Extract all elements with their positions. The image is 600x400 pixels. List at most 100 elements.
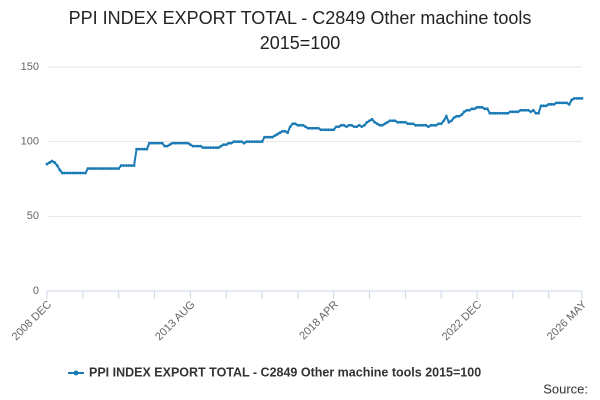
point <box>339 123 343 127</box>
point <box>176 141 179 145</box>
point <box>173 141 177 145</box>
point <box>514 110 517 114</box>
point <box>460 113 464 117</box>
point <box>475 105 479 109</box>
point <box>383 122 387 126</box>
point <box>409 122 412 126</box>
point <box>63 171 67 175</box>
y-tick-label: 100 <box>21 136 39 148</box>
point <box>324 128 328 132</box>
point <box>319 128 323 132</box>
point <box>444 114 448 118</box>
point <box>71 171 74 175</box>
point <box>286 131 290 135</box>
point <box>76 171 80 175</box>
point <box>470 107 474 111</box>
point <box>363 123 366 127</box>
point <box>411 122 415 126</box>
point <box>119 164 123 167</box>
point <box>132 164 136 167</box>
point <box>94 167 98 170</box>
source: Source: <box>543 381 588 396</box>
point <box>562 101 566 105</box>
point <box>491 111 494 115</box>
point <box>263 135 266 139</box>
point <box>50 159 54 163</box>
point <box>311 126 315 130</box>
point <box>488 111 492 115</box>
point <box>478 105 482 109</box>
point <box>299 123 302 127</box>
point <box>183 141 187 145</box>
point <box>196 144 200 148</box>
point <box>506 111 510 115</box>
point <box>153 141 156 145</box>
point <box>165 144 169 148</box>
x-tick-label: 2018 APR <box>297 299 341 343</box>
y-tick-label: 50 <box>27 210 39 222</box>
point <box>237 140 241 144</box>
point <box>201 146 205 150</box>
point <box>163 144 167 148</box>
point <box>158 141 162 145</box>
point <box>283 129 287 133</box>
legend-marker <box>73 370 79 376</box>
point <box>437 122 441 126</box>
point <box>309 126 313 130</box>
point <box>529 110 533 114</box>
point <box>142 147 146 151</box>
point <box>467 108 471 112</box>
x-tick-label: 2008 DEC <box>10 299 54 343</box>
point <box>86 167 90 170</box>
point <box>265 135 269 139</box>
point <box>275 132 279 136</box>
point <box>365 120 369 124</box>
point <box>171 141 174 145</box>
point <box>160 141 164 145</box>
point <box>388 119 392 123</box>
point <box>416 123 420 127</box>
point <box>355 125 359 129</box>
point <box>434 123 438 127</box>
point <box>91 167 95 170</box>
point <box>227 141 231 145</box>
point <box>424 123 428 127</box>
point <box>240 140 243 144</box>
point <box>549 102 553 106</box>
point <box>55 164 59 167</box>
point <box>519 108 522 112</box>
point <box>378 123 382 127</box>
point <box>296 123 300 127</box>
point <box>403 120 407 124</box>
legend-label: PPI INDEX EXPORT TOTAL - C2849 Other mac… <box>89 365 481 379</box>
point <box>457 114 461 118</box>
point <box>337 125 341 129</box>
point <box>255 140 259 144</box>
point <box>281 129 284 133</box>
point <box>206 146 210 150</box>
point <box>406 122 410 126</box>
point <box>288 125 292 129</box>
point <box>301 123 305 127</box>
point <box>380 123 384 127</box>
point <box>178 141 182 145</box>
point <box>421 123 425 127</box>
point <box>194 144 197 148</box>
point <box>373 120 377 124</box>
point <box>48 161 51 164</box>
point <box>427 125 430 129</box>
point <box>450 119 453 123</box>
point <box>224 143 228 147</box>
point <box>268 135 272 139</box>
point <box>314 126 318 130</box>
point <box>140 147 144 151</box>
point <box>557 101 561 105</box>
point <box>575 96 579 100</box>
point <box>114 167 118 170</box>
point <box>89 167 92 170</box>
point <box>130 164 133 167</box>
point <box>66 171 69 175</box>
point <box>99 167 103 170</box>
